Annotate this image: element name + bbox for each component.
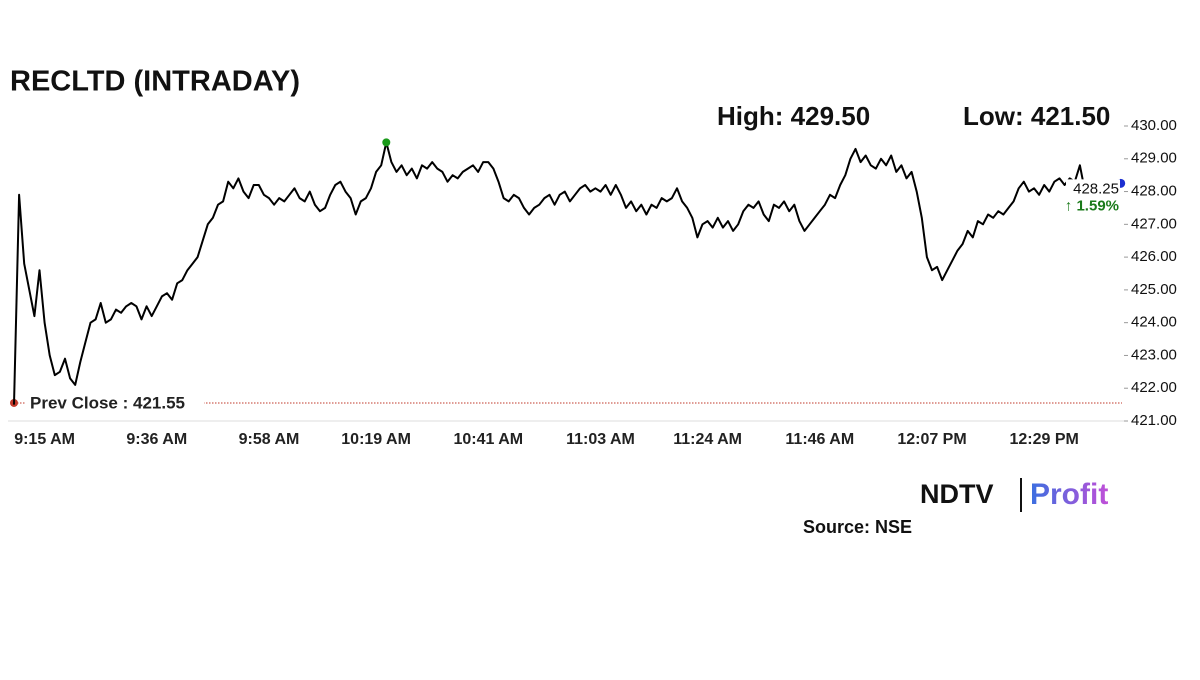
x-tick-label: 10:41 AM xyxy=(453,431,523,448)
price-line xyxy=(13,141,1122,405)
x-tick-label: 9:58 AM xyxy=(239,431,300,448)
source: Source: NSE xyxy=(803,517,912,537)
x-tick-label: 12:29 PM xyxy=(1010,431,1079,448)
y-tick-label: 426.00 xyxy=(1131,248,1177,265)
x-tick-label: 12:07 PM xyxy=(897,431,966,448)
last-value-label: 428.25 xyxy=(1073,180,1119,197)
x-tick-label: 11:24 AM xyxy=(673,431,742,448)
y-tick-label: 424.00 xyxy=(1131,314,1177,331)
y-tick-label: 430.00 xyxy=(1131,117,1177,134)
y-tick-label: 423.00 xyxy=(1131,346,1177,363)
y-tick-label: 422.00 xyxy=(1131,379,1177,396)
last-label-bg xyxy=(1066,179,1120,198)
change-label: ↑ 1.59% xyxy=(1065,197,1119,214)
prev-close-label: Prev Close : 421.55 xyxy=(30,393,185,412)
y-tick-label: 427.00 xyxy=(1131,215,1177,232)
high-label: High: 429.50 xyxy=(717,101,870,131)
x-tick-label: 9:15 AM xyxy=(14,431,75,448)
x-tick-label: 11:46 AM xyxy=(785,431,854,448)
x-tick-label: 9:36 AM xyxy=(126,431,187,448)
y-tick-label: 421.00 xyxy=(1131,412,1177,429)
x-tick-label: 11:03 AM xyxy=(566,431,635,448)
y-tick-label: 429.00 xyxy=(1131,150,1177,167)
logo-left: NDTV xyxy=(920,479,994,509)
logo-right: Profit xyxy=(1030,478,1108,511)
low-label: Low: 421.50 xyxy=(963,101,1110,131)
prev-close-label-bg xyxy=(26,391,204,414)
y-tick-label: 425.00 xyxy=(1131,281,1177,298)
y-tick-label: 428.00 xyxy=(1131,183,1177,200)
x-tick-label: 10:19 AM xyxy=(341,431,411,448)
high-dot xyxy=(382,138,391,147)
chart-title: RECLTD (INTRADAY) xyxy=(10,66,300,98)
